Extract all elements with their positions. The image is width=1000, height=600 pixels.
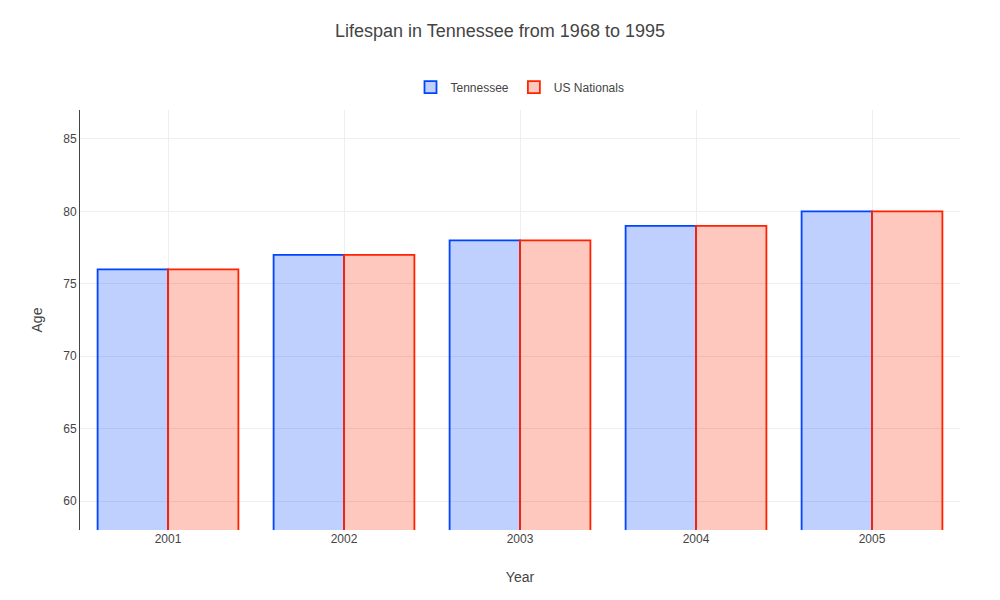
svg-text:65: 65 [63, 422, 77, 436]
svg-text:70: 70 [63, 349, 77, 363]
svg-text:Tennessee: Tennessee [451, 81, 509, 95]
svg-text:2001: 2001 [155, 532, 182, 546]
svg-text:2005: 2005 [859, 532, 886, 546]
svg-text:2003: 2003 [507, 532, 534, 546]
svg-text:US Nationals: US Nationals [554, 81, 624, 95]
svg-text:Age: Age [29, 307, 45, 332]
svg-text:2002: 2002 [331, 532, 358, 546]
svg-text:80: 80 [63, 205, 77, 219]
svg-text:75: 75 [63, 277, 77, 291]
svg-text:2004: 2004 [683, 532, 710, 546]
svg-text:Lifespan in Tennessee from 196: Lifespan in Tennessee from 1968 to 1995 [335, 21, 665, 41]
svg-text:85: 85 [63, 132, 77, 146]
svg-text:60: 60 [63, 494, 77, 508]
svg-text:Year: Year [506, 569, 535, 585]
